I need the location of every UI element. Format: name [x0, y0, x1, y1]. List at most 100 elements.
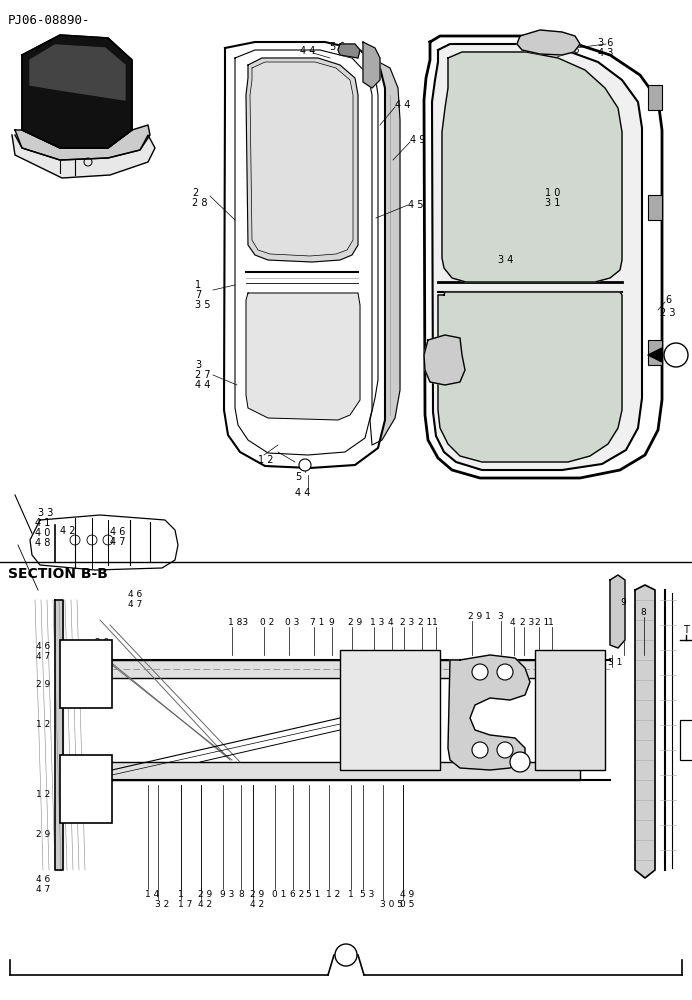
Text: T: T — [683, 625, 689, 635]
Circle shape — [418, 724, 430, 736]
Circle shape — [299, 459, 311, 471]
Text: 3: 3 — [195, 360, 201, 370]
FancyBboxPatch shape — [648, 340, 662, 365]
Text: 4 2: 4 2 — [250, 900, 264, 909]
Text: 2 3: 2 3 — [400, 618, 415, 627]
Text: 4 4: 4 4 — [300, 46, 316, 56]
Text: 3 6: 3 6 — [598, 38, 613, 48]
FancyBboxPatch shape — [680, 720, 692, 760]
Text: 0 5: 0 5 — [400, 900, 415, 909]
Circle shape — [374, 724, 386, 736]
Text: 7 1: 7 1 — [310, 618, 325, 627]
Polygon shape — [224, 42, 385, 468]
Text: 6: 6 — [665, 295, 671, 305]
Text: 4 0: 4 0 — [35, 528, 51, 538]
Text: 7: 7 — [195, 290, 201, 300]
Circle shape — [396, 664, 408, 676]
Text: 1 7: 1 7 — [178, 900, 192, 909]
Polygon shape — [442, 52, 622, 282]
Polygon shape — [63, 762, 580, 780]
Text: 4 4: 4 4 — [195, 380, 210, 390]
Text: 1 83: 1 83 — [228, 618, 248, 627]
Text: 4: 4 — [510, 618, 516, 627]
Polygon shape — [30, 515, 178, 570]
Text: 2 3: 2 3 — [660, 308, 675, 318]
Text: 6 2: 6 2 — [290, 890, 304, 899]
Text: 5 1: 5 1 — [306, 890, 320, 899]
FancyBboxPatch shape — [648, 195, 662, 220]
Polygon shape — [12, 135, 155, 178]
Text: 3: 3 — [497, 612, 503, 621]
Text: 3 2: 3 2 — [155, 900, 170, 909]
FancyBboxPatch shape — [535, 650, 605, 770]
Text: 1: 1 — [348, 890, 354, 899]
Circle shape — [497, 742, 513, 758]
Text: 4 7: 4 7 — [110, 537, 125, 547]
Circle shape — [396, 724, 408, 736]
Circle shape — [545, 39, 555, 49]
Circle shape — [396, 694, 408, 706]
Text: 3 1: 3 1 — [545, 198, 561, 208]
Text: 9: 9 — [328, 618, 334, 627]
Circle shape — [546, 738, 560, 752]
Text: 2 8: 2 8 — [192, 198, 208, 208]
Circle shape — [352, 664, 364, 676]
Text: 4 9: 4 9 — [400, 890, 415, 899]
Polygon shape — [438, 292, 622, 462]
Text: 1: 1 — [178, 890, 184, 899]
Text: 2 6: 2 6 — [564, 45, 579, 55]
Text: 4 6: 4 6 — [36, 642, 51, 651]
Circle shape — [440, 367, 450, 377]
Circle shape — [79, 677, 93, 691]
Circle shape — [418, 664, 430, 676]
Text: 4 7: 4 7 — [128, 600, 143, 609]
Polygon shape — [635, 585, 655, 878]
Polygon shape — [63, 660, 580, 678]
Text: 4 9: 4 9 — [410, 135, 426, 145]
Text: A: A — [673, 355, 680, 364]
Circle shape — [437, 350, 453, 366]
Text: 4 1: 4 1 — [35, 518, 51, 528]
Text: 8: 8 — [238, 890, 244, 899]
Text: PJ06-08890-: PJ06-08890- — [8, 14, 91, 27]
Text: 2 9: 2 9 — [250, 890, 264, 899]
Circle shape — [77, 659, 95, 677]
Circle shape — [546, 668, 560, 682]
Text: 0 2: 0 2 — [260, 618, 274, 627]
Text: 5: 5 — [295, 472, 301, 482]
Circle shape — [79, 792, 93, 806]
Text: 5 0: 5 0 — [330, 42, 345, 52]
Text: 4 6: 4 6 — [36, 875, 51, 884]
Text: 1: 1 — [195, 280, 201, 290]
Polygon shape — [424, 36, 662, 478]
Polygon shape — [424, 335, 465, 385]
Text: 1: 1 — [432, 618, 438, 627]
Text: 4: 4 — [388, 618, 394, 627]
Circle shape — [472, 664, 488, 680]
Text: 4 6: 4 6 — [110, 527, 125, 537]
Text: 4 4: 4 4 — [295, 488, 311, 498]
Text: 1 2: 1 2 — [36, 790, 51, 799]
Text: SECTION B-B: SECTION B-B — [8, 567, 108, 581]
Polygon shape — [246, 58, 358, 262]
Text: 2 9 1: 2 9 1 — [468, 612, 491, 621]
Text: 4 2: 4 2 — [198, 900, 212, 909]
Circle shape — [546, 703, 560, 717]
Text: 1 2: 1 2 — [326, 890, 340, 899]
Text: 2 7: 2 7 — [195, 370, 210, 380]
Circle shape — [374, 694, 386, 706]
Text: 3 1: 3 1 — [608, 658, 622, 667]
Text: 1 0: 1 0 — [545, 188, 561, 198]
Text: 0 1: 0 1 — [272, 890, 286, 899]
Text: 2 1: 2 1 — [418, 618, 432, 627]
FancyBboxPatch shape — [340, 650, 440, 770]
Polygon shape — [648, 348, 662, 362]
Text: 2 3: 2 3 — [520, 618, 534, 627]
Text: 4 4: 4 4 — [395, 100, 410, 110]
Text: 4 8: 4 8 — [35, 538, 51, 548]
Text: A: A — [343, 954, 349, 964]
Polygon shape — [22, 35, 132, 148]
Text: 3 0 5: 3 0 5 — [380, 900, 403, 909]
Circle shape — [352, 724, 364, 736]
Text: 4 5: 4 5 — [408, 200, 424, 210]
